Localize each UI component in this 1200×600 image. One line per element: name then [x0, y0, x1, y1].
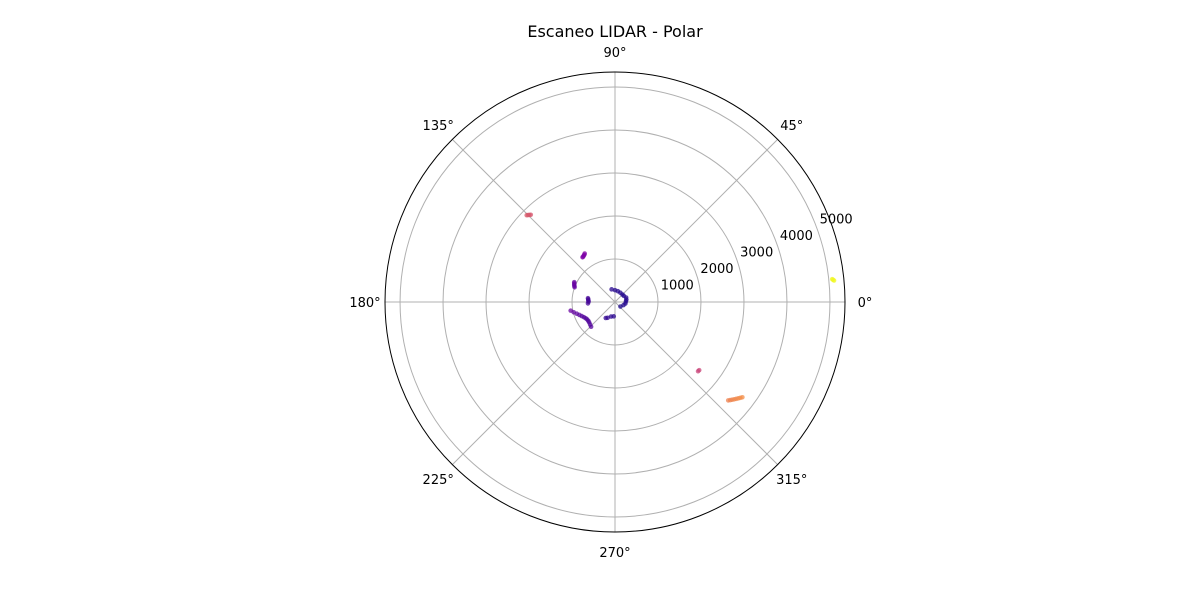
chart-title: Escaneo LIDAR - Polar — [527, 22, 703, 41]
theta-tick-label: 315° — [776, 473, 807, 488]
data-point — [605, 315, 610, 321]
data-point — [580, 255, 585, 260]
data-point — [572, 284, 577, 290]
theta-gridline — [452, 139, 616, 303]
data-point — [740, 394, 745, 400]
theta-tick-label: 270° — [599, 546, 630, 561]
r-tick-label: 3000 — [740, 246, 773, 261]
r-gridline — [571, 258, 659, 346]
theta-tick-label: 0° — [858, 296, 873, 311]
data-point — [588, 324, 594, 330]
theta-tick-label: 45° — [780, 119, 803, 134]
r-gridline — [399, 86, 831, 518]
theta-gridline — [452, 301, 616, 465]
data-point — [585, 301, 591, 306]
r-tick-label: 5000 — [820, 213, 853, 228]
r-gridline — [485, 172, 745, 432]
polar-grid — [384, 71, 846, 533]
r-tick-label: 1000 — [661, 279, 694, 294]
data-point — [528, 212, 534, 218]
data-point — [829, 276, 835, 282]
theta-gridline — [614, 139, 778, 303]
theta-gridline — [614, 301, 778, 465]
tick-labels: 0° 45° 90° 135° 180° 225° 270° 315° 1000 2000 3000… — [349, 46, 872, 561]
data-point — [611, 314, 617, 319]
r-tick-label: 4000 — [780, 229, 813, 244]
data-point — [695, 368, 701, 374]
r-gridline — [442, 129, 788, 475]
polar-frame — [384, 71, 846, 533]
r-gridline — [528, 215, 702, 389]
data-points — [524, 212, 837, 403]
theta-tick-label: 225° — [423, 473, 454, 488]
theta-tick-label: 90° — [603, 46, 626, 61]
theta-tick-label: 135° — [423, 119, 454, 134]
theta-tick-label: 180° — [349, 296, 380, 311]
r-tick-label: 2000 — [700, 262, 733, 277]
data-point — [618, 304, 623, 309]
